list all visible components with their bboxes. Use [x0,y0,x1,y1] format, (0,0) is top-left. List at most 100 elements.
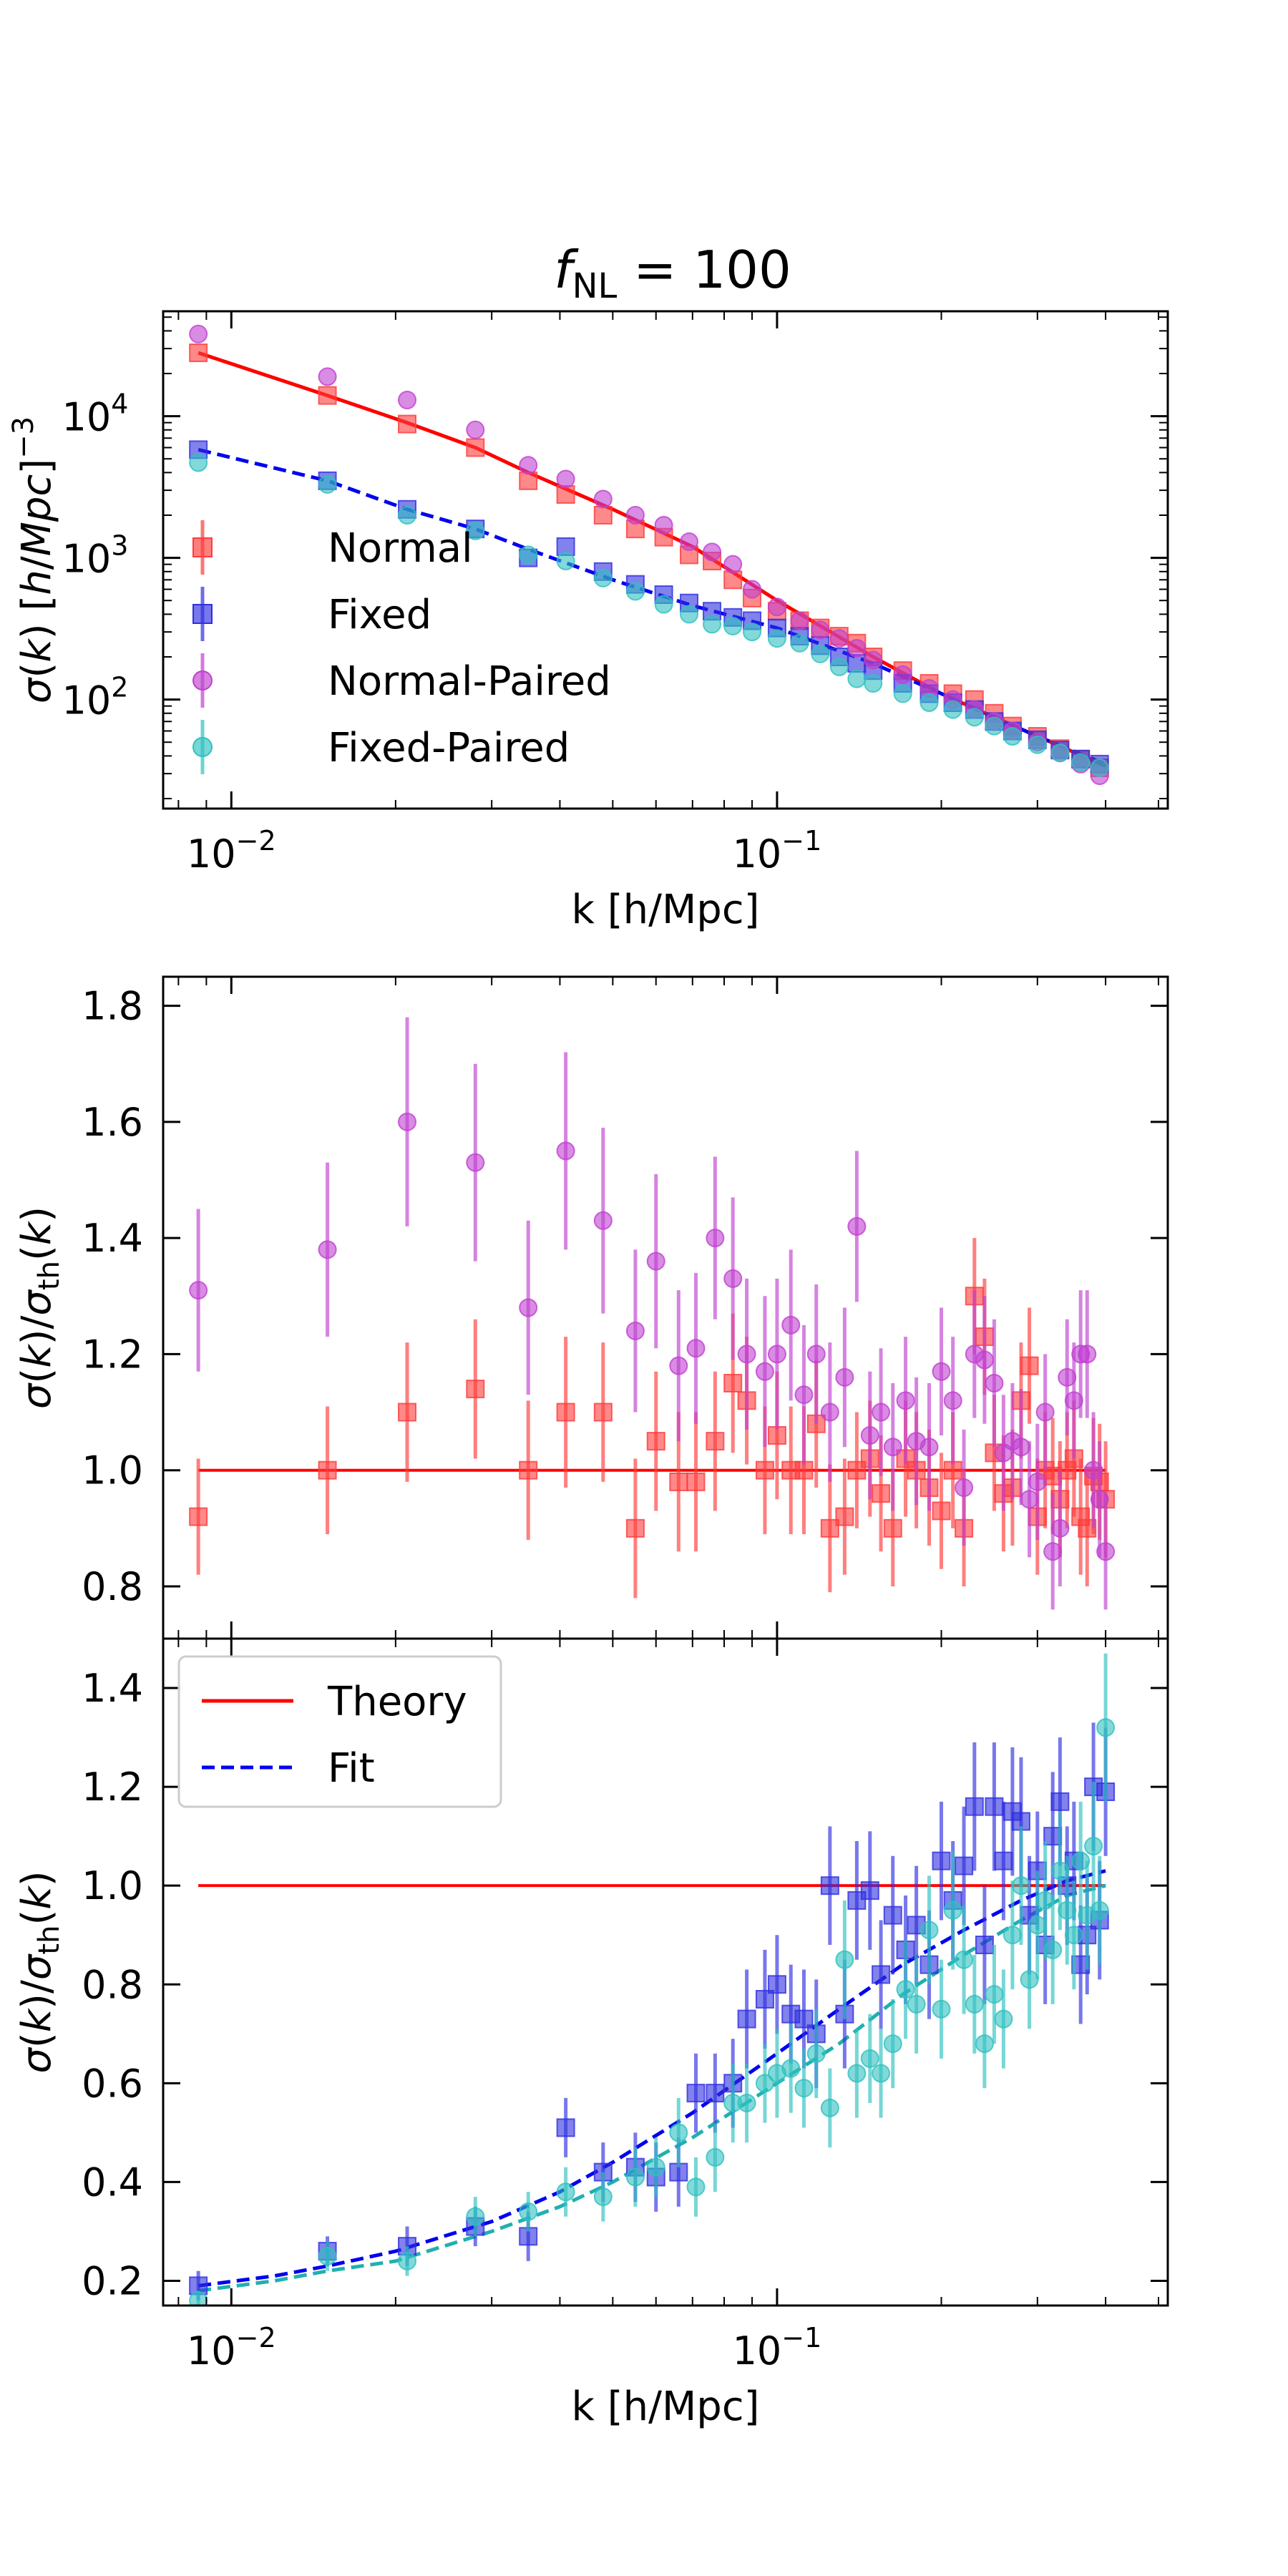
data-point [654,515,673,535]
data-point [318,1240,337,1259]
y-tick-label: 0.6 [82,2061,143,2106]
y-tick-label: 1.0 [82,1863,143,1908]
data-point [398,506,417,525]
data-point [318,2246,337,2265]
data-point [189,324,208,343]
series-fixed-paired [189,1653,1116,2306]
data-point [975,1350,994,1370]
data-point [767,629,786,648]
data-point [872,2064,891,2083]
data-point [593,489,613,509]
y-tick-label: 104 [62,389,129,440]
axes-frame [162,1637,1169,2307]
data-point [189,453,208,472]
data-point [1020,1970,1039,1989]
data-point [743,623,762,642]
data-point [1090,1901,1109,1920]
data-point [398,1402,417,1422]
data-point [625,506,645,525]
data-point [519,545,538,565]
data-point [593,2187,613,2207]
data-point [896,1391,915,1410]
data-point [737,1345,756,1364]
data-point [1064,1391,1083,1410]
data-point [932,1501,951,1521]
data-point [790,633,809,653]
legend-label: Theory [327,1679,467,1725]
legend-marker [192,670,213,691]
panel-bottom: 10−2 10−1 k [h/Mpc] 0.2 0.4 0.6 0.8 1.0 1.2 1.4 σ(… [14,1637,1169,2430]
data-point [975,1936,994,1955]
data-point [811,620,830,640]
x-axis-label: k [h/Mpc] [572,887,760,933]
data-point [932,1362,951,1381]
data-point [1020,1490,1039,1509]
data-point [706,1229,725,1248]
data-point [1090,758,1109,777]
data-point [593,1402,613,1422]
data-point [680,605,699,624]
data-point [189,1507,208,1526]
data-point [706,1432,725,1451]
data-point [686,2084,706,2103]
data-point [860,2049,879,2068]
y-tick-label: 1.6 [82,1100,143,1145]
data-point [847,1216,867,1236]
data-point [883,1518,902,1538]
data-point [519,456,538,475]
data-point [1035,1402,1055,1422]
data-point [1043,1940,1063,1959]
data-point [820,1876,839,1896]
data-point [466,1153,485,1172]
y-tick-label: 0.2 [82,2258,143,2303]
data-point [893,665,912,684]
data-point [985,1797,1004,1816]
data-point [755,2074,774,2093]
data-point [835,1507,854,1526]
data-point [1011,1438,1030,1457]
data-point [556,552,575,571]
data-point [466,1380,485,1399]
y-axis-label: σ(k) [h/Mpc]−3 [7,416,60,703]
data-point [723,555,743,574]
legend-label: Fit [328,1745,375,1792]
y-axis-label: σ(k)/σth(k) [14,1206,66,1409]
y-tick-label: 1.2 [82,1765,143,1810]
data-point [706,2084,725,2103]
data-point [556,485,575,504]
data-point [625,2167,645,2187]
data-point [556,469,575,489]
data-point [767,597,786,617]
data-point [835,1950,854,1969]
data-point [466,438,485,457]
y-tick-label: 1.2 [82,1332,143,1377]
data-point [755,1362,774,1381]
data-point [398,414,417,434]
data-point [189,1281,208,1300]
data-point [318,1460,337,1480]
data-point [189,343,208,363]
legend-marker [192,604,213,624]
data-point [466,2207,485,2226]
y-tick-label: 103 [62,530,129,582]
data-point [872,1965,891,1984]
data-point [686,1472,706,1491]
legend-box [177,1655,502,1808]
data-point [1084,1460,1103,1480]
data-point [811,644,830,663]
data-point [806,2044,826,2063]
data-point [955,1950,974,1969]
data-point [680,532,699,552]
data-point [1071,753,1091,772]
data-point [737,2093,756,2112]
data-point [1050,743,1070,763]
data-point [860,1881,879,1901]
data-point [723,616,743,635]
data-point [556,2118,575,2137]
data-point [1011,1876,1030,1896]
legend-label: Normal-Paired [328,658,611,705]
data-point [556,2182,575,2202]
data-point [686,2177,706,2197]
axes-frame [162,310,1169,810]
